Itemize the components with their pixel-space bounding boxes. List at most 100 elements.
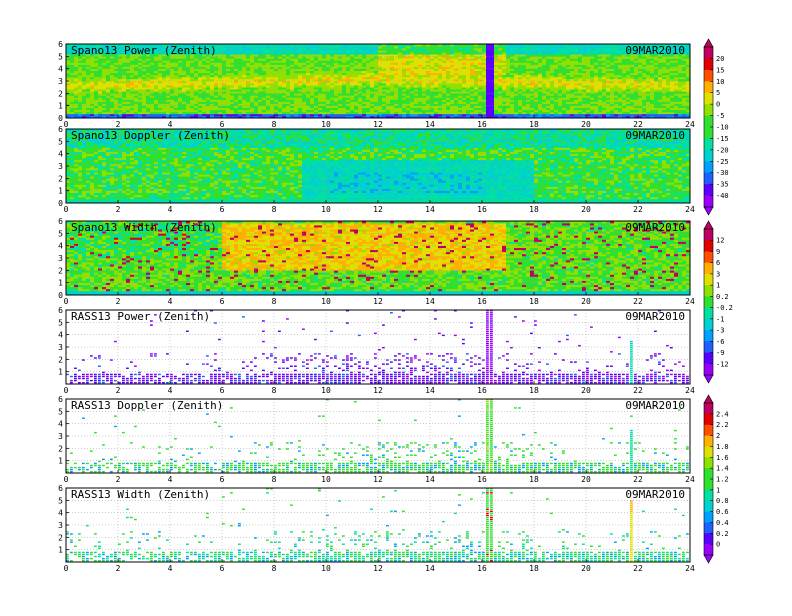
heatmap-cell <box>150 63 154 65</box>
heatmap-cell <box>362 85 366 87</box>
heatmap-cell <box>470 95 474 97</box>
heatmap-cell <box>582 48 586 50</box>
heatmap-cell <box>186 87 190 89</box>
heatmap-cell <box>114 85 118 87</box>
heatmap-cell <box>158 108 162 110</box>
heatmap-cell <box>66 71 70 73</box>
heatmap-cell <box>450 65 454 67</box>
heatmap-cell <box>142 108 146 110</box>
heatmap-cell <box>470 110 474 112</box>
heatmap-cell <box>374 75 378 77</box>
heatmap-cell <box>378 50 382 52</box>
heatmap-cell <box>318 108 322 110</box>
heatmap-cell <box>294 46 298 48</box>
heatmap-cell <box>110 73 114 75</box>
heatmap-cell <box>462 65 466 67</box>
heatmap-cell <box>166 85 170 87</box>
heatmap-cell <box>154 58 158 60</box>
heatmap-cell <box>86 79 90 81</box>
heatmap-cell <box>302 100 306 102</box>
heatmap-cell <box>314 110 318 112</box>
heatmap-cell <box>454 83 458 85</box>
heatmap-cell <box>230 106 234 108</box>
heatmap-cell <box>286 112 290 114</box>
heatmap-cell <box>366 50 370 52</box>
heatmap-cell <box>170 77 174 79</box>
heatmap-cell <box>258 77 262 79</box>
heatmap-cell <box>178 87 182 89</box>
heatmap-cell <box>570 81 574 83</box>
heatmap-cell <box>306 46 310 48</box>
heatmap-cell <box>74 75 78 77</box>
heatmap-cell <box>502 77 506 79</box>
heatmap-cell <box>462 89 466 91</box>
heatmap-cell <box>410 87 414 89</box>
heatmap-cell <box>66 87 70 89</box>
heatmap-cell <box>490 56 494 58</box>
heatmap-cell <box>278 73 282 75</box>
heatmap-cell <box>578 97 582 99</box>
heatmap-cell <box>110 91 114 93</box>
heatmap-cell <box>366 48 370 50</box>
heatmap-cell <box>66 48 70 50</box>
heatmap-cell <box>110 67 114 69</box>
heatmap-cell <box>454 65 458 67</box>
heatmap-cell <box>306 97 310 99</box>
heatmap-cell <box>218 48 222 50</box>
heatmap-cell <box>78 58 82 60</box>
heatmap-cell <box>506 77 510 79</box>
heatmap-cell <box>534 87 538 89</box>
heatmap-cell <box>330 110 334 112</box>
heatmap-cell <box>390 58 394 60</box>
heatmap-cell <box>606 56 610 58</box>
heatmap-cell <box>274 112 278 114</box>
heatmap-cell <box>602 106 606 108</box>
heatmap-cell <box>474 85 478 87</box>
heatmap-cell <box>174 75 178 77</box>
heatmap-cell <box>510 69 514 71</box>
heatmap-cell <box>398 77 402 79</box>
heatmap-cell <box>94 110 98 112</box>
heatmap-cell <box>334 58 338 60</box>
heatmap-cell <box>162 89 166 91</box>
heatmap-cell <box>278 108 282 110</box>
heatmap-cell <box>414 71 418 73</box>
heatmap-cell <box>462 102 466 104</box>
heatmap-cell <box>566 77 570 79</box>
heatmap-cell <box>470 114 474 116</box>
heatmap-cell <box>158 95 162 97</box>
heatmap-cell <box>326 56 330 58</box>
heatmap-cell <box>526 65 530 67</box>
heatmap-cell <box>206 112 210 114</box>
heatmap-cell <box>446 63 450 65</box>
heatmap-cell <box>490 50 494 52</box>
heatmap-cell <box>282 85 286 87</box>
heatmap-cell <box>506 114 510 116</box>
heatmap-cell <box>590 95 594 97</box>
heatmap-cell <box>186 73 190 75</box>
heatmap-cell <box>358 97 362 99</box>
heatmap-cell <box>614 46 618 48</box>
heatmap-cell <box>286 52 290 54</box>
heatmap-cell <box>310 52 314 54</box>
heatmap-cell <box>378 81 382 83</box>
heatmap-cell <box>74 58 78 60</box>
heatmap-cell <box>290 52 294 54</box>
heatmap-cell <box>578 114 582 116</box>
heatmap-cell <box>318 75 322 77</box>
heatmap-cell <box>302 60 306 62</box>
heatmap-cell <box>418 89 422 91</box>
heatmap-cell <box>142 58 146 60</box>
heatmap-cell <box>414 63 418 65</box>
heatmap-cell <box>582 87 586 89</box>
heatmap-cell <box>490 52 494 54</box>
heatmap-cell <box>334 89 338 91</box>
heatmap-cell <box>446 56 450 58</box>
heatmap-cell <box>294 102 298 104</box>
heatmap-cell <box>274 87 278 89</box>
heatmap-cell <box>430 95 434 97</box>
heatmap-cell <box>94 65 98 67</box>
heatmap-cell <box>618 110 622 112</box>
heatmap-cell <box>306 83 310 85</box>
heatmap-cell <box>234 65 238 67</box>
